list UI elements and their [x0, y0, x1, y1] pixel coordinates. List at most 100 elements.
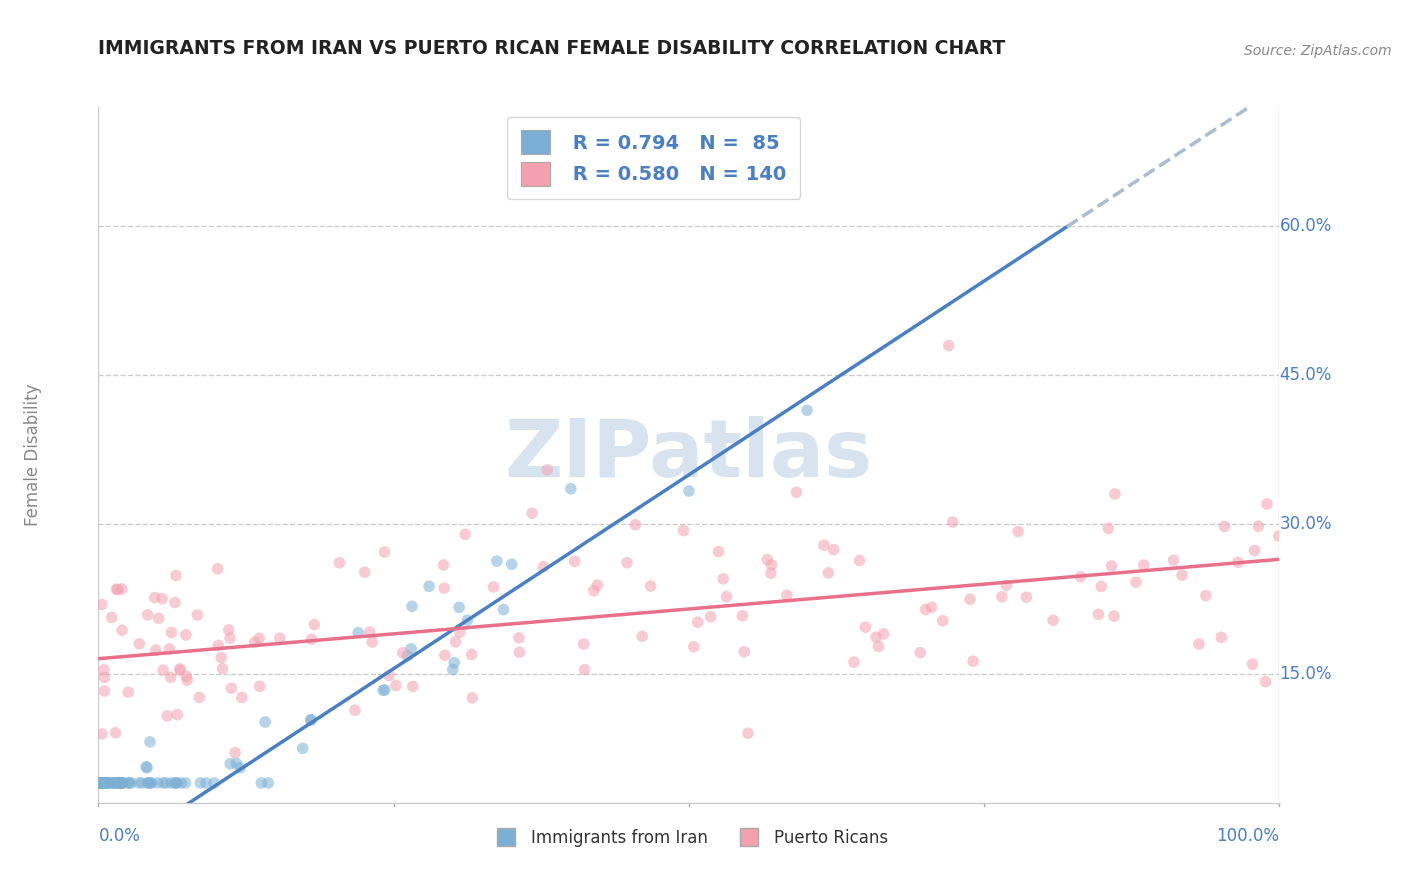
Point — [111, 776, 134, 790]
Point — [1070, 570, 1092, 584]
Point — [107, 776, 129, 790]
Point — [110, 776, 132, 790]
Point — [254, 714, 277, 729]
Point — [1102, 609, 1125, 624]
Point — [492, 602, 515, 616]
Point — [359, 625, 381, 640]
Point — [224, 746, 246, 760]
Point — [152, 776, 174, 790]
Point — [399, 641, 422, 656]
Text: 0.0%: 0.0% — [98, 827, 141, 845]
Point — [707, 544, 730, 558]
Point — [207, 639, 229, 653]
Point — [163, 596, 186, 610]
Point — [485, 554, 508, 568]
Point — [160, 625, 183, 640]
Point — [374, 683, 396, 698]
Point — [90, 776, 112, 790]
Point — [520, 506, 543, 520]
Point — [1163, 553, 1185, 567]
Point — [155, 776, 177, 790]
Point — [148, 611, 170, 625]
Point — [101, 776, 124, 790]
Point — [921, 600, 943, 615]
Legend: Immigrants from Iran, Puerto Ricans: Immigrants from Iran, Puerto Ricans — [482, 822, 896, 854]
Point — [221, 681, 243, 696]
Point — [136, 761, 159, 775]
Point — [299, 713, 322, 727]
Point — [443, 656, 465, 670]
Point — [103, 776, 125, 790]
Point — [1243, 543, 1265, 558]
Point — [94, 776, 117, 790]
Point — [938, 338, 960, 352]
Point — [94, 776, 117, 790]
Point — [96, 776, 118, 790]
Point — [449, 600, 471, 615]
Point — [157, 642, 180, 657]
Point — [188, 776, 211, 790]
Point — [711, 572, 734, 586]
Point — [1195, 589, 1218, 603]
Point — [202, 776, 225, 790]
Point — [536, 463, 558, 477]
Point — [111, 582, 134, 596]
Point — [159, 670, 181, 684]
Point — [872, 627, 894, 641]
Point — [219, 756, 242, 771]
Point — [371, 683, 394, 698]
Point — [962, 654, 984, 668]
Point — [1241, 657, 1264, 672]
Point — [146, 776, 169, 790]
Point — [391, 646, 413, 660]
Point — [418, 579, 440, 593]
Point — [1125, 575, 1147, 590]
Point — [93, 670, 115, 684]
Text: 15.0%: 15.0% — [1279, 665, 1331, 682]
Point — [716, 590, 738, 604]
Point — [105, 582, 128, 596]
Point — [640, 579, 662, 593]
Point — [991, 590, 1014, 604]
Point — [299, 713, 322, 727]
Point — [120, 776, 142, 790]
Point — [378, 668, 401, 682]
Point — [865, 630, 887, 644]
Point — [433, 648, 456, 663]
Point — [90, 776, 112, 790]
Point — [166, 707, 188, 722]
Point — [908, 646, 931, 660]
Point — [396, 648, 419, 663]
Point — [759, 566, 782, 581]
Text: Female Disability: Female Disability — [24, 384, 42, 526]
Point — [218, 623, 240, 637]
Point — [111, 776, 134, 790]
Point — [209, 650, 232, 665]
Point — [156, 709, 179, 723]
Point — [100, 610, 122, 624]
Point — [796, 403, 818, 417]
Point — [582, 583, 605, 598]
Point — [823, 542, 845, 557]
Point — [343, 703, 366, 717]
Text: ZIPatlas: ZIPatlas — [505, 416, 873, 494]
Point — [449, 625, 471, 640]
Point — [699, 609, 721, 624]
Point — [433, 581, 456, 595]
Point — [229, 761, 252, 775]
Point — [1171, 568, 1194, 582]
Text: Source: ZipAtlas.com: Source: ZipAtlas.com — [1244, 44, 1392, 58]
Point — [207, 562, 229, 576]
Point — [169, 663, 191, 677]
Point — [1104, 487, 1126, 501]
Point — [166, 776, 188, 790]
Point — [995, 578, 1018, 592]
Point — [174, 669, 197, 683]
Point — [247, 632, 270, 646]
Point — [347, 625, 370, 640]
Point — [107, 776, 129, 790]
Text: 45.0%: 45.0% — [1279, 367, 1331, 384]
Point — [219, 632, 242, 646]
Point — [97, 776, 120, 790]
Point — [243, 635, 266, 649]
